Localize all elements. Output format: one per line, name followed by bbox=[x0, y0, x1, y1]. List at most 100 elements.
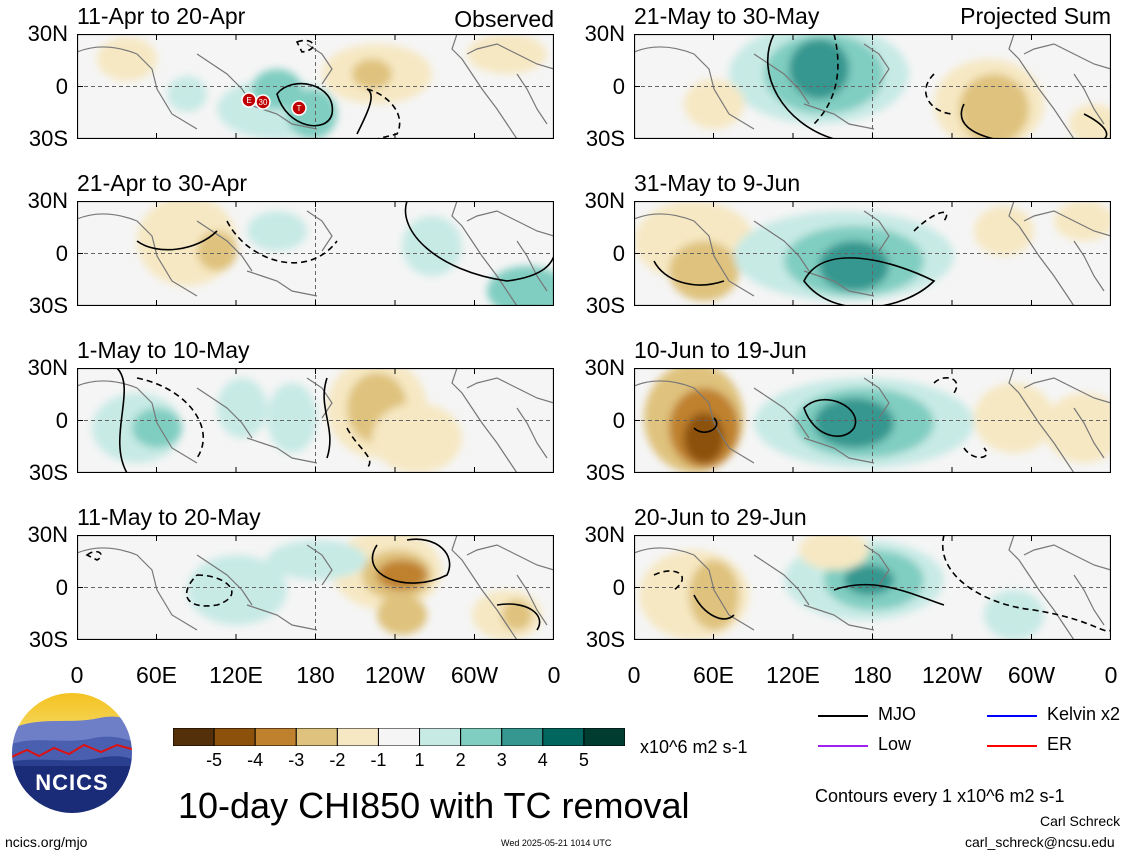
coastline bbox=[196, 554, 253, 606]
coastline bbox=[451, 367, 518, 474]
coastline bbox=[306, 377, 333, 419]
lat-label: 30S bbox=[585, 293, 625, 318]
lat-label: 0 bbox=[612, 574, 625, 600]
coastline bbox=[803, 437, 875, 464]
map-panel bbox=[76, 530, 555, 641]
coastline bbox=[306, 210, 333, 252]
mjo-contour bbox=[693, 417, 718, 433]
colorbar-swatch bbox=[254, 728, 297, 746]
panel-frame bbox=[76, 200, 555, 307]
lon-label: 0 bbox=[70, 662, 84, 688]
anomaly-blob bbox=[267, 383, 317, 453]
coastline bbox=[306, 544, 333, 586]
lon-label: 180 bbox=[853, 662, 892, 688]
colorbar-tick-label: 3 bbox=[496, 750, 507, 770]
coastline bbox=[466, 43, 555, 70]
tc-marker-label: T bbox=[297, 104, 302, 113]
mjo-contour bbox=[963, 447, 988, 459]
coastline bbox=[196, 387, 253, 439]
coastline bbox=[633, 380, 755, 464]
legend-label: MJO bbox=[878, 704, 916, 724]
lat-label: 0 bbox=[55, 574, 68, 600]
map-panel-svg bbox=[633, 530, 1112, 641]
coastline bbox=[1008, 33, 1075, 140]
coastline bbox=[803, 270, 875, 297]
anomaly-blob bbox=[1054, 201, 1114, 241]
author-name: Carl Schreck bbox=[1040, 813, 1121, 829]
lat-label: 30N bbox=[27, 188, 68, 213]
panel-title: 21-May to 30-May bbox=[634, 3, 820, 29]
anomaly-blob bbox=[377, 595, 427, 635]
coastline bbox=[451, 200, 518, 307]
mjo-contour bbox=[1083, 113, 1108, 140]
colorbar-swatch bbox=[213, 728, 256, 746]
lat-label: 30N bbox=[584, 355, 625, 380]
coastline bbox=[803, 604, 875, 631]
mjo-contour bbox=[116, 367, 128, 474]
map-panel-svg bbox=[633, 200, 1114, 309]
map-panel-svg bbox=[633, 24, 1119, 149]
anomaly-blob bbox=[267, 540, 367, 580]
lat-label: 30N bbox=[27, 21, 68, 46]
coastline bbox=[466, 544, 555, 571]
panel-frame bbox=[633, 367, 1112, 474]
panel-title: 11-Apr to 20-Apr bbox=[77, 3, 246, 29]
coastline bbox=[196, 220, 253, 272]
lon-label: 60E bbox=[136, 662, 177, 688]
panel-title: 31-May to 9-Jun bbox=[634, 170, 801, 196]
lon-label: 120W bbox=[364, 662, 426, 688]
anomaly-blob bbox=[789, 39, 849, 99]
legend-label: Kelvin x2 bbox=[1047, 704, 1121, 724]
lat-label: 30S bbox=[585, 627, 625, 652]
anomaly-blob bbox=[187, 555, 287, 625]
mjo-contour bbox=[496, 603, 541, 631]
colorbar bbox=[173, 728, 625, 746]
map-panel bbox=[76, 196, 567, 316]
colorbar-swatch bbox=[173, 728, 215, 746]
anomaly-blob bbox=[132, 408, 182, 448]
coastline bbox=[753, 220, 810, 272]
coastline bbox=[803, 103, 875, 130]
panel-frame bbox=[76, 367, 555, 474]
legend-label: ER bbox=[1047, 734, 1073, 754]
lon-label: 120E bbox=[209, 662, 263, 688]
anomaly-blob bbox=[217, 378, 267, 438]
colorbar-swatch bbox=[460, 728, 503, 746]
panel-title: 10-Jun to 19-Jun bbox=[634, 337, 807, 363]
mjo-contour bbox=[136, 377, 204, 459]
ncics-logo: NCICS bbox=[10, 691, 134, 815]
lat-label: 0 bbox=[612, 73, 625, 99]
anomaly-blob bbox=[487, 266, 567, 316]
colorbar-tick-label: -4 bbox=[247, 750, 264, 770]
lon-label: 120E bbox=[766, 662, 820, 688]
projected-label: Projected Sum bbox=[960, 3, 1111, 29]
colorbar-tick-label: 5 bbox=[578, 750, 589, 770]
lat-label: 30S bbox=[28, 460, 68, 485]
tc-marker: E bbox=[241, 92, 257, 108]
anomaly-blob bbox=[197, 231, 237, 271]
map-panel bbox=[76, 358, 555, 474]
coastline bbox=[451, 33, 518, 140]
mjo-contour bbox=[85, 550, 102, 561]
observed-label: Observed bbox=[454, 6, 554, 32]
mjo-contour bbox=[653, 570, 683, 591]
coastline bbox=[863, 43, 890, 85]
anomaly-blob bbox=[684, 79, 744, 129]
anomaly-blob bbox=[669, 241, 739, 301]
mjo-contour bbox=[813, 33, 839, 125]
coastline bbox=[246, 437, 318, 464]
coastline bbox=[1023, 210, 1112, 237]
mjo-contour bbox=[653, 260, 725, 286]
lon-label: 0 bbox=[1104, 662, 1118, 688]
coastline bbox=[466, 377, 555, 404]
mjo-contour bbox=[766, 33, 835, 140]
coastline bbox=[1073, 240, 1105, 292]
coastline bbox=[516, 407, 548, 459]
mjo-contour bbox=[933, 377, 958, 394]
tc-marker: 30 bbox=[255, 94, 271, 110]
legend-line bbox=[987, 745, 1037, 747]
colorbar-units: x10^6 m2 s-1 bbox=[640, 737, 748, 757]
legend-line bbox=[818, 715, 868, 717]
anomaly-blob bbox=[97, 37, 157, 81]
